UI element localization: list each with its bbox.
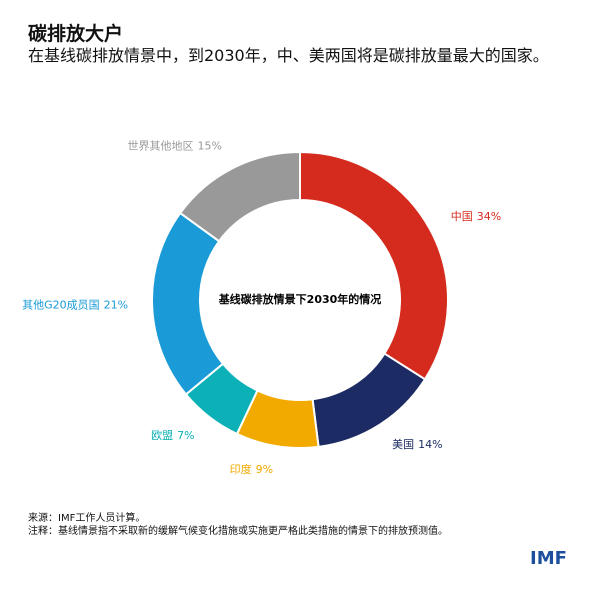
center-label: 基线碳排放情景下2030年的情况	[218, 292, 382, 306]
source: 来源：IMF工作人员计算。	[28, 513, 146, 524]
footer: 来源：IMF工作人员计算。 注释：基线情景指不采取新的缓解气候变化措施或实施更严…	[28, 512, 448, 538]
category-label: 美国	[392, 438, 414, 451]
category-label: 其他G20成员国	[22, 298, 100, 311]
segment-label: 印度 9%	[230, 462, 273, 476]
category-label: 世界其他地区	[127, 140, 193, 153]
segment-label: 世界其他地区 15%	[127, 140, 221, 153]
segment-label: 其他G20成员国 21%	[22, 298, 128, 311]
value-label: 14%	[418, 438, 442, 451]
value-label: 15%	[197, 140, 221, 153]
category-label: 印度	[230, 462, 252, 476]
value-label: 9%	[256, 463, 273, 476]
donut-segment	[311, 352, 427, 448]
chart-title: 碳排放大户	[28, 23, 124, 45]
chart-subtitle: 在基线碳排放情景中，到2030年，中、美两国将是碳排放量最大的国家。	[28, 46, 549, 65]
donut-segment	[178, 150, 301, 243]
segment-label: 欧盟 7%	[151, 429, 194, 442]
header: 碳排放大户 在基线碳排放情景中，到2030年，中、美两国将是碳排放量最大的国家。	[28, 22, 583, 66]
donut-segment	[151, 211, 225, 396]
category-label: 欧盟	[151, 429, 173, 442]
logo: IMF	[530, 548, 567, 569]
value-label: 7%	[177, 429, 194, 442]
value-label: 21%	[104, 298, 128, 311]
segment-label: 中国 34%	[451, 210, 501, 223]
note: 注释：基线情景指不采取新的缓解气候变化措施或实施更严格此类措施的情景下的排放预测…	[28, 526, 448, 537]
value-label: 34%	[477, 210, 501, 223]
category-label: 中国	[451, 210, 473, 223]
segment-label: 美国 14%	[392, 438, 442, 451]
donut-segment	[299, 150, 449, 381]
